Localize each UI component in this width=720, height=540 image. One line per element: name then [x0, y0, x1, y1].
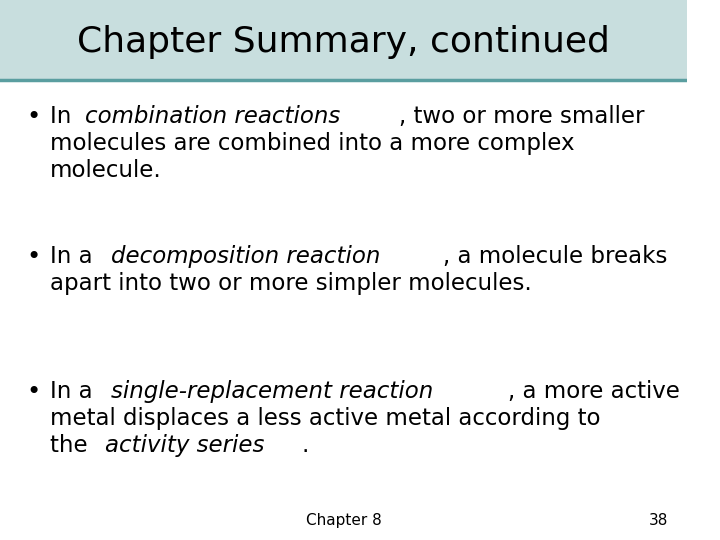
Text: In a: In a	[50, 245, 99, 268]
Text: , a molecule breaks: , a molecule breaks	[443, 245, 667, 268]
Text: molecule.: molecule.	[50, 159, 161, 183]
FancyBboxPatch shape	[0, 0, 687, 80]
Text: In a: In a	[50, 380, 99, 403]
Text: metal displaces a less active metal according to: metal displaces a less active metal acco…	[50, 407, 600, 430]
Text: molecules are combined into a more complex: molecules are combined into a more compl…	[50, 132, 574, 155]
Text: apart into two or more simpler molecules.: apart into two or more simpler molecules…	[50, 272, 531, 295]
Text: activity series: activity series	[105, 435, 264, 457]
Text: •: •	[27, 380, 41, 404]
Text: the: the	[50, 435, 94, 457]
Text: 38: 38	[649, 513, 668, 528]
Text: , a more active: , a more active	[508, 380, 680, 403]
Text: .: .	[301, 435, 309, 457]
Text: •: •	[27, 105, 41, 129]
Text: , two or more smaller: , two or more smaller	[399, 105, 644, 128]
Text: Chapter Summary, continued: Chapter Summary, continued	[77, 25, 610, 59]
Text: •: •	[27, 245, 41, 269]
Text: single-replacement reaction: single-replacement reaction	[111, 380, 433, 403]
Text: decomposition reaction: decomposition reaction	[111, 245, 380, 268]
Text: combination reactions: combination reactions	[85, 105, 340, 128]
Text: In: In	[50, 105, 78, 128]
Text: Chapter 8: Chapter 8	[306, 513, 382, 528]
